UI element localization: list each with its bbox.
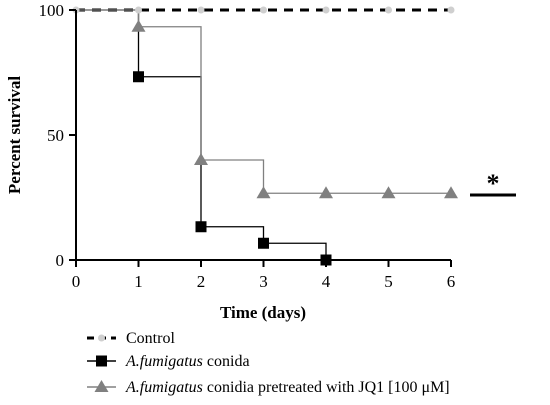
series-0-point [385,6,392,14]
series-0-point [197,6,205,14]
legend-label-part: A.fumigatus [125,353,203,370]
legend-swatch-marker [98,334,105,342]
legend-label: A.fumigatus conida [125,353,250,370]
x-tick-label: 5 [384,272,393,291]
y-tick-label: 50 [47,126,64,145]
legend-label-part: Control [126,330,175,347]
legend-label: A.fumigatus conidia pretreated with JQ1 … [125,379,450,396]
legend-item: Control [87,330,175,347]
series-0-point [447,6,455,14]
series-2-point [444,186,458,199]
x-tick-label: 1 [134,272,143,291]
series-2-point [381,186,396,199]
legend-label-part: conida [203,353,250,370]
y-tick-label: 100 [39,1,65,20]
x-ticks: 0 1 2 3 4 5 6 [72,260,456,291]
series-0-point [135,6,142,14]
x-tick-label: 3 [259,272,268,291]
y-ticks: 0 50 100 [39,1,76,270]
x-tick-label: 4 [322,272,331,291]
significance-annotation: * [470,169,516,198]
x-tick-label: 0 [72,272,81,291]
plot-markers [72,6,458,266]
x-tick-label: 2 [197,272,206,291]
legend-item: A.fumigatus conida [87,353,250,370]
series-1-point [258,237,269,249]
x-axis-title: Time (days) [220,303,306,322]
series-2-line [76,9,451,194]
x-tick-label: 6 [447,272,456,291]
series-2-point [194,153,208,165]
series-0-point [322,6,330,14]
legend-swatch-marker [94,380,109,392]
legend-label-part: conidia pretreated with JQ1 [100 μM] [203,379,450,396]
y-axis-title: Percent survival [5,76,24,194]
series-1-point [195,221,207,233]
legend-label: Control [126,330,175,347]
series-1-point [133,71,144,83]
axes [75,10,451,261]
plot-lines [76,8,451,260]
legend-swatch-marker [96,355,107,367]
legend-label-part: A.fumigatus [125,379,203,396]
series-2-point [131,19,146,32]
significance-star: * [487,169,500,198]
series-2-point [319,186,333,199]
y-tick-label: 0 [56,251,65,270]
series-2-point [256,186,271,199]
series-0-point [260,6,267,14]
legend-item: A.fumigatus conidia pretreated with JQ1 … [87,379,450,396]
